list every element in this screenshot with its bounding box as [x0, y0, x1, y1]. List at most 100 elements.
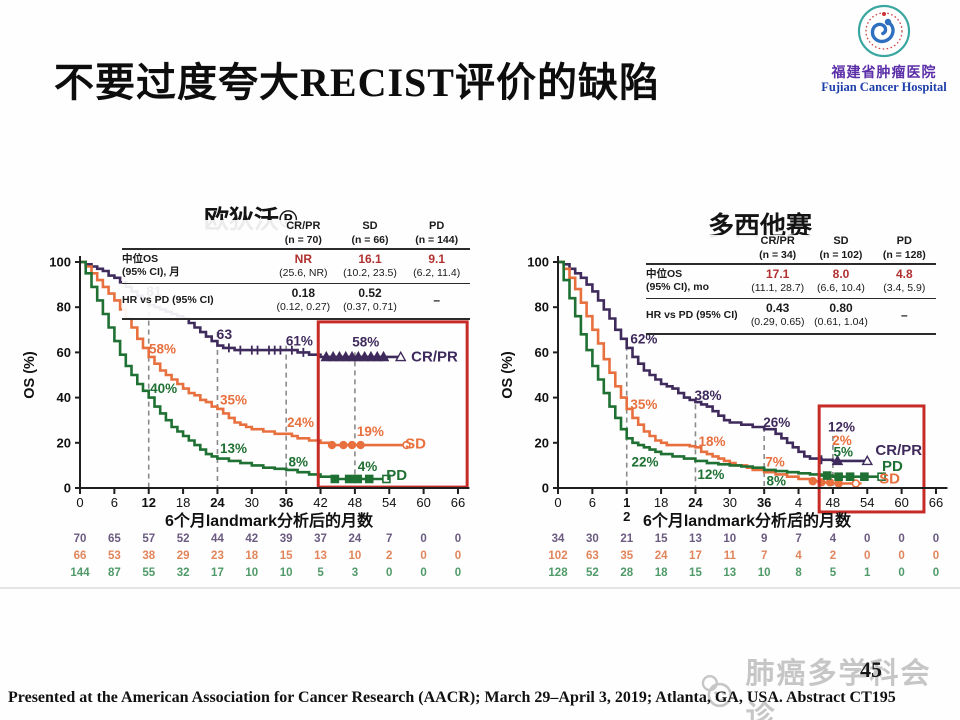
svg-text:48: 48 — [826, 495, 840, 510]
svg-text:13: 13 — [314, 550, 327, 562]
stats-header-row: CR/PR (n = 70) SD (n = 66) PD (n = 144) — [122, 220, 470, 251]
svg-text:66: 66 — [451, 495, 465, 510]
svg-text:1: 1 — [864, 567, 871, 579]
svg-text:32: 32 — [177, 567, 190, 579]
stats-row: 中位OS (95% CI), 月 NR (25.6, NR) 16.1 (10.2, 23… — [122, 250, 470, 285]
svg-text:0: 0 — [76, 495, 83, 510]
svg-text:80: 80 — [535, 300, 549, 315]
svg-text:62%: 62% — [630, 331, 657, 346]
svg-text:36: 36 — [757, 495, 771, 510]
svg-text:40%: 40% — [150, 381, 177, 396]
svg-text:5%: 5% — [833, 444, 853, 459]
svg-text:6: 6 — [111, 495, 118, 510]
citation: Presented at the American Association fo… — [8, 689, 896, 706]
svg-text:7%: 7% — [765, 455, 785, 470]
svg-text:4%: 4% — [358, 459, 378, 474]
svg-text:35: 35 — [620, 550, 633, 562]
svg-text:0: 0 — [933, 533, 939, 545]
svg-text:13: 13 — [689, 533, 702, 545]
svg-text:52: 52 — [177, 533, 190, 545]
svg-text:12: 12 — [623, 495, 630, 524]
svg-text:144: 144 — [70, 567, 90, 579]
svg-text:60: 60 — [535, 345, 549, 360]
stats-row: HR vs PD (95% CI) 0.18 (0.12, 0.27) 0.52 (0.… — [122, 284, 470, 320]
stats-table-opdivo: CR/PR (n = 70) SD (n = 66) PD (n = 144) 中位OS (9… — [122, 220, 470, 320]
svg-text:60: 60 — [57, 345, 71, 360]
svg-text:7: 7 — [761, 550, 767, 562]
svg-text:0: 0 — [420, 533, 426, 545]
svg-text:7: 7 — [795, 533, 801, 545]
svg-text:42: 42 — [795, 495, 802, 524]
svg-text:0: 0 — [554, 495, 561, 510]
svg-text:15: 15 — [280, 550, 293, 562]
svg-text:37: 37 — [314, 533, 327, 545]
svg-text:4: 4 — [830, 533, 837, 545]
watermark: 肺癌多学科会诊 — [698, 650, 960, 720]
svg-text:18%: 18% — [699, 434, 726, 449]
svg-text:20: 20 — [57, 435, 71, 450]
page-number: 45 — [860, 657, 882, 682]
hospital-emblem-icon — [857, 4, 911, 58]
svg-text:10: 10 — [723, 533, 736, 545]
svg-text:28: 28 — [620, 567, 633, 579]
svg-text:18: 18 — [245, 550, 258, 562]
svg-text:102: 102 — [548, 550, 567, 562]
svg-text:18: 18 — [176, 495, 190, 510]
svg-text:24: 24 — [688, 495, 703, 510]
svg-text:12%: 12% — [697, 467, 724, 482]
svg-text:2: 2 — [830, 550, 836, 562]
svg-text:52: 52 — [586, 567, 599, 579]
svg-text:30: 30 — [723, 495, 737, 510]
svg-text:42: 42 — [245, 533, 258, 545]
divider-line — [0, 587, 960, 589]
svg-text:0: 0 — [455, 550, 461, 562]
svg-text:10: 10 — [348, 550, 361, 562]
svg-text:70: 70 — [74, 533, 87, 545]
svg-text:58%: 58% — [352, 335, 379, 350]
svg-text:128: 128 — [548, 567, 568, 579]
svg-text:66: 66 — [929, 495, 943, 510]
stats-row: 中位OS (95% CI), mo 17.1 (11.1, 28.7) 8.0 (6.6,… — [646, 265, 936, 300]
svg-text:18: 18 — [654, 495, 668, 510]
svg-text:0: 0 — [420, 567, 426, 579]
svg-text:57: 57 — [142, 533, 155, 545]
svg-text:60: 60 — [416, 495, 430, 510]
svg-text:3: 3 — [352, 567, 358, 579]
svg-text:54: 54 — [860, 495, 874, 510]
svg-text:0: 0 — [64, 481, 71, 496]
svg-text:0: 0 — [455, 533, 461, 545]
svg-text:30: 30 — [586, 533, 599, 545]
svg-text:48: 48 — [348, 495, 362, 510]
svg-text:CR/PR: CR/PR — [411, 348, 458, 365]
svg-text:17: 17 — [211, 567, 224, 579]
svg-text:54: 54 — [382, 495, 396, 510]
svg-text:12: 12 — [141, 495, 155, 510]
svg-text:24: 24 — [655, 550, 668, 562]
svg-text:2: 2 — [386, 550, 392, 562]
svg-text:11: 11 — [724, 550, 737, 562]
svg-text:15: 15 — [689, 567, 702, 579]
svg-text:0: 0 — [864, 533, 870, 545]
svg-text:10: 10 — [245, 567, 258, 579]
svg-text:13%: 13% — [220, 441, 247, 456]
svg-text:8%: 8% — [766, 474, 786, 489]
svg-text:23: 23 — [211, 550, 224, 562]
svg-text:35%: 35% — [220, 392, 247, 407]
watermark-cat-icon — [701, 674, 732, 708]
svg-text:21: 21 — [620, 533, 633, 545]
svg-text:8: 8 — [795, 567, 802, 579]
svg-text:36: 36 — [279, 495, 293, 510]
hospital-logo: 福建省肿瘤医院 Fujian Cancer Hospital — [814, 4, 954, 95]
svg-text:63: 63 — [586, 550, 599, 562]
stats-row: HR vs PD (95% CI) 0.43 (0.29, 0.65) 0.80 (0.… — [646, 299, 936, 335]
svg-text:20: 20 — [535, 435, 549, 450]
svg-text:5: 5 — [830, 567, 837, 579]
svg-text:80: 80 — [57, 300, 71, 315]
stats-header-row: CR/PR (n = 34) SD (n = 102) PD (n = 128) — [646, 235, 936, 266]
svg-text:PD: PD — [386, 467, 407, 484]
svg-text:38: 38 — [142, 550, 155, 562]
svg-text:OS (%): OS (%) — [22, 351, 38, 399]
svg-text:0: 0 — [455, 567, 461, 579]
svg-text:8%: 8% — [288, 455, 308, 470]
